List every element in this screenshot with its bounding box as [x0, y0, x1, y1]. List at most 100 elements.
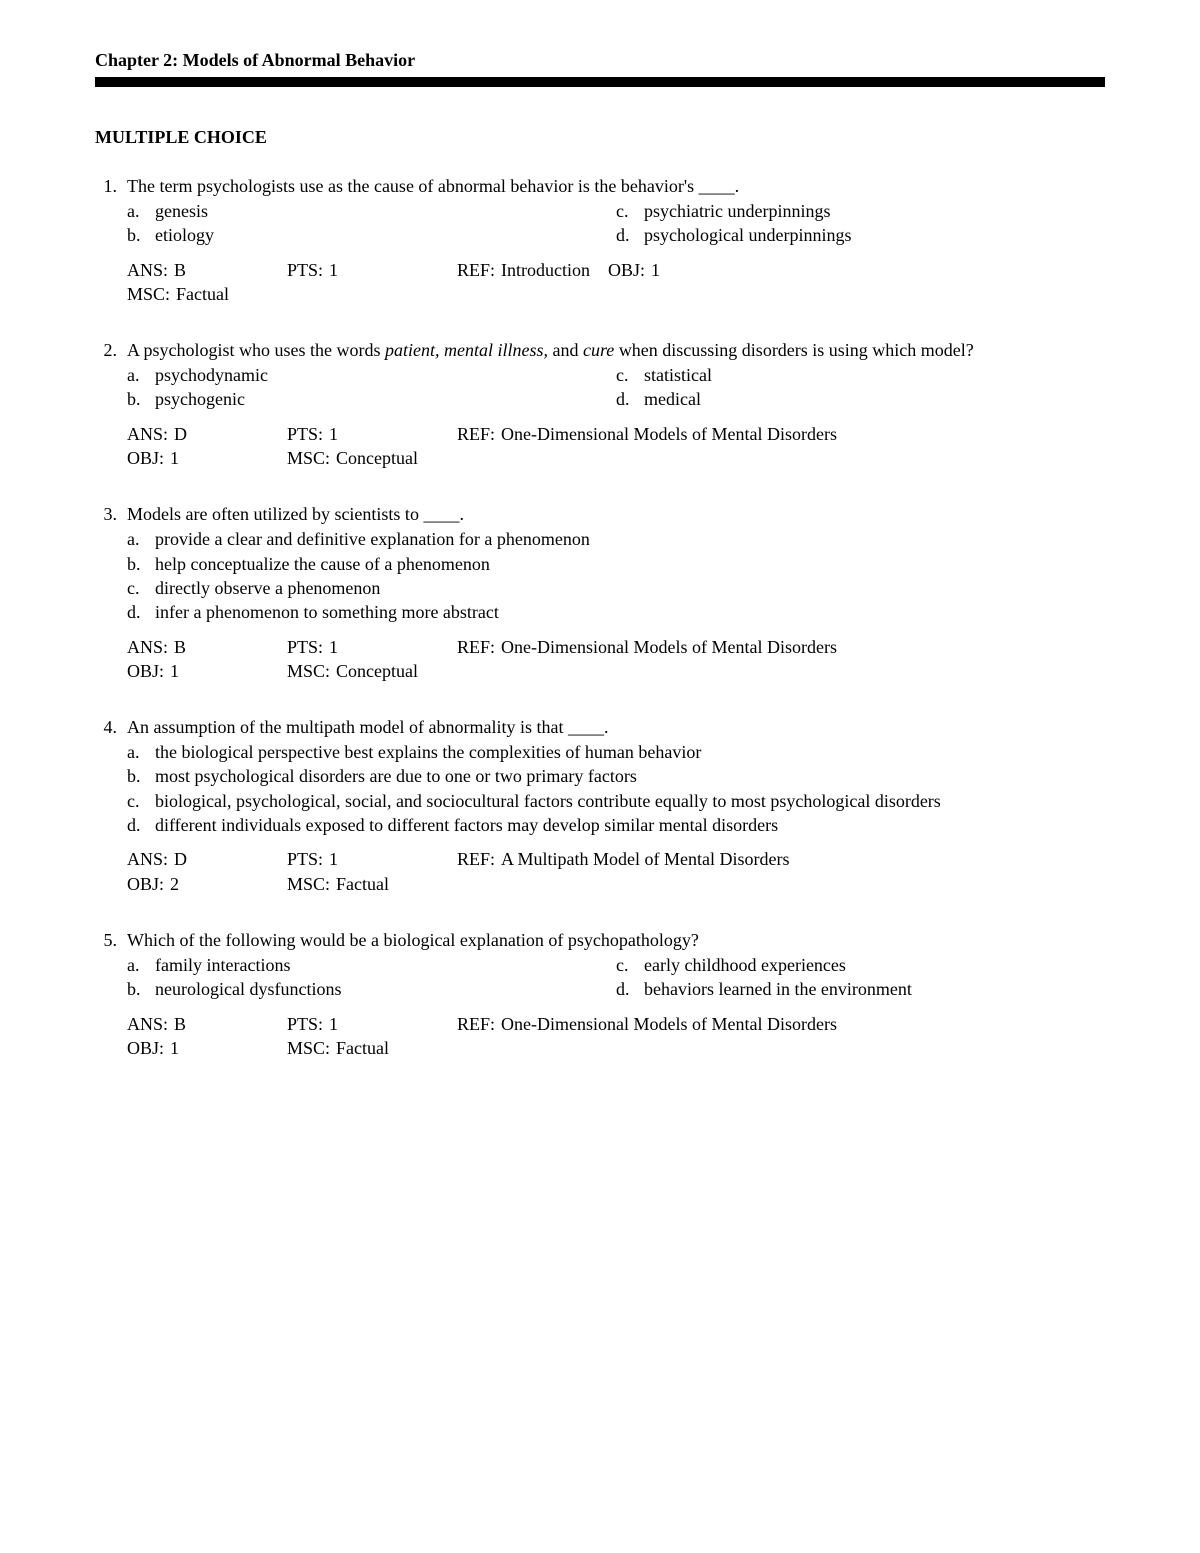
ref-value: A Multipath Model of Mental Disorders: [501, 847, 789, 871]
option-text: family interactions: [155, 953, 616, 977]
option-text: genesis: [155, 199, 616, 223]
question-number: 1.: [95, 176, 127, 197]
option-letter: b.: [127, 223, 155, 247]
option-text: psychodynamic: [155, 363, 616, 387]
ref-value: One-Dimensional Models of Mental Disorde…: [501, 1012, 837, 1036]
option-d: d.medical: [616, 387, 1105, 411]
option-a: a.family interactions: [127, 953, 616, 977]
ans-value: D: [174, 847, 187, 871]
option-text: medical: [644, 387, 1105, 411]
obj-value: 1: [170, 659, 179, 683]
option-text: etiology: [155, 223, 616, 247]
answer-meta: ANS:DPTS:1REF:A Multipath Model of Menta…: [127, 847, 1105, 896]
option-letter: c.: [127, 789, 155, 813]
option-b: b.neurological dysfunctions: [127, 977, 616, 1001]
option-text: biological, psychological, social, and s…: [155, 789, 1105, 813]
option-a: a.provide a clear and definitive explana…: [127, 527, 1105, 551]
option-letter: b.: [127, 764, 155, 788]
question-text: An assumption of the multipath model of …: [127, 717, 1105, 738]
ans-value: B: [174, 635, 186, 659]
question: 4.An assumption of the multipath model o…: [95, 717, 1105, 896]
question-stem: 1.The term psychologists use as the caus…: [127, 176, 1105, 197]
answer-meta: ANS:BPTS:1REF:IntroductionOBJ:1MSC:Factu…: [127, 258, 1105, 307]
option-c: c.statistical: [616, 363, 1105, 387]
msc-value: Factual: [176, 282, 229, 306]
option-letter: d.: [616, 223, 644, 247]
option-b: b.psychogenic: [127, 387, 616, 411]
option-letter: d.: [616, 387, 644, 411]
option-c: c.directly observe a phenomenon: [127, 576, 1105, 600]
option-b: b.etiology: [127, 223, 616, 247]
msc-value: Factual: [336, 872, 389, 896]
option-text: neurological dysfunctions: [155, 977, 616, 1001]
option-text: most psychological disorders are due to …: [155, 764, 1105, 788]
obj-value: 1: [170, 446, 179, 470]
question-text: Which of the following would be a biolog…: [127, 930, 1105, 951]
ans-value: B: [174, 258, 186, 282]
question-text: The term psychologists use as the cause …: [127, 176, 1105, 197]
question-number: 3.: [95, 504, 127, 525]
option-d: d.behaviors learned in the environment: [616, 977, 1105, 1001]
answer-meta: ANS:DPTS:1REF:One-Dimensional Models of …: [127, 422, 1105, 471]
option-text: infer a phenomenon to something more abs…: [155, 600, 1105, 624]
option-letter: a.: [127, 527, 155, 551]
obj-value: 1: [651, 258, 660, 282]
option-text: different individuals exposed to differe…: [155, 813, 1105, 837]
option-c: c.biological, psychological, social, and…: [127, 789, 1105, 813]
option-letter: a.: [127, 740, 155, 764]
option-letter: c.: [127, 576, 155, 600]
question-number: 4.: [95, 717, 127, 738]
option-text: provide a clear and definitive explanati…: [155, 527, 1105, 551]
option-letter: d.: [127, 600, 155, 624]
obj-value: 2: [170, 872, 179, 896]
section-heading: MULTIPLE CHOICE: [95, 127, 1105, 148]
question-stem: 4.An assumption of the multipath model o…: [127, 717, 1105, 738]
option-text: directly observe a phenomenon: [155, 576, 1105, 600]
option-text: behaviors learned in the environment: [644, 977, 1105, 1001]
msc-value: Conceptual: [336, 446, 418, 470]
pts-value: 1: [329, 847, 338, 871]
question-text: Models are often utilized by scientists …: [127, 504, 1105, 525]
option-letter: c.: [616, 199, 644, 223]
pts-value: 1: [329, 258, 338, 282]
option-b: b.most psychological disorders are due t…: [127, 764, 1105, 788]
ref-value: One-Dimensional Models of Mental Disorde…: [501, 422, 837, 446]
option-letter: c.: [616, 953, 644, 977]
option-d: d.psychological underpinnings: [616, 223, 1105, 247]
ref-value: Introduction: [501, 258, 590, 282]
options: a.genesisb.etiologyc.psychiatric underpi…: [127, 199, 1105, 248]
option-letter: b.: [127, 977, 155, 1001]
option-d: d.infer a phenomenon to something more a…: [127, 600, 1105, 624]
question: 5.Which of the following would be a biol…: [95, 930, 1105, 1060]
pts-value: 1: [329, 422, 338, 446]
question-number: 5.: [95, 930, 127, 951]
options: a.the biological perspective best explai…: [127, 740, 1105, 837]
option-letter: c.: [616, 363, 644, 387]
option-b: b.help conceptualize the cause of a phen…: [127, 552, 1105, 576]
option-letter: d.: [127, 813, 155, 837]
answer-meta: ANS:BPTS:1REF:One-Dimensional Models of …: [127, 1012, 1105, 1061]
option-c: c.psychiatric underpinnings: [616, 199, 1105, 223]
pts-value: 1: [329, 635, 338, 659]
ref-value: One-Dimensional Models of Mental Disorde…: [501, 635, 837, 659]
option-text: early childhood experiences: [644, 953, 1105, 977]
chapter-title: Chapter 2: Models of Abnormal Behavior: [95, 50, 1105, 74]
option-text: psychogenic: [155, 387, 616, 411]
option-letter: a.: [127, 199, 155, 223]
ans-value: B: [174, 1012, 186, 1036]
obj-value: 1: [170, 1036, 179, 1060]
option-letter: a.: [127, 363, 155, 387]
option-letter: d.: [616, 977, 644, 1001]
question-list: 1.The term psychologists use as the caus…: [95, 176, 1105, 1060]
option-letter: b.: [127, 387, 155, 411]
question-number: 2.: [95, 340, 127, 361]
option-text: the biological perspective best explains…: [155, 740, 1105, 764]
question-stem: 3.Models are often utilized by scientist…: [127, 504, 1105, 525]
msc-value: Factual: [336, 1036, 389, 1060]
option-text: psychiatric underpinnings: [644, 199, 1105, 223]
question: 3.Models are often utilized by scientist…: [95, 504, 1105, 683]
option-text: help conceptualize the cause of a phenom…: [155, 552, 1105, 576]
question: 1.The term psychologists use as the caus…: [95, 176, 1105, 306]
option-letter: a.: [127, 953, 155, 977]
options: a.psychodynamicb.psychogenicc.statistica…: [127, 363, 1105, 412]
